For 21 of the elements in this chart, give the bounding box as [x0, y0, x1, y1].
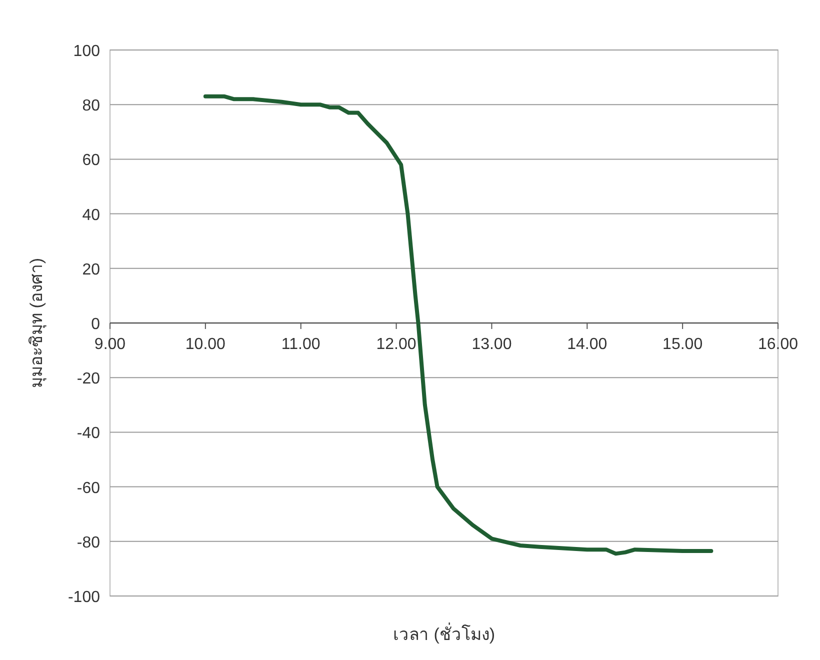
x-tick-label: 9.00 — [94, 336, 126, 353]
y-tick-label: -60 — [76, 480, 100, 497]
x-tick-label: 13.00 — [472, 336, 512, 353]
y-tick-label: 60 — [82, 152, 100, 170]
x-axis-title: เวลา (ชั่วโมง) — [392, 622, 496, 644]
x-tick-label: 14.00 — [567, 336, 608, 353]
y-axis-title: มุมอะซิมุท (องศา) — [27, 258, 47, 388]
y-tick-label: 100 — [73, 43, 100, 60]
y-tick-label: 40 — [82, 206, 100, 224]
y-tick-label: -80 — [76, 534, 100, 552]
y-tick-label: 80 — [82, 98, 100, 115]
y-tick-label: -40 — [76, 425, 100, 442]
x-tick-label: 15.00 — [662, 336, 703, 353]
y-tick-label: -20 — [76, 370, 100, 388]
x-tick-label: 11.00 — [281, 336, 320, 353]
y-tick-label: -100 — [68, 589, 100, 606]
x-tick-label: 10.00 — [185, 336, 226, 353]
x-tick-label: 12.00 — [376, 336, 416, 353]
y-tick-label: 0 — [91, 316, 100, 333]
y-tick-label: 20 — [82, 261, 100, 278]
x-tick-label: 16.00 — [758, 336, 798, 353]
